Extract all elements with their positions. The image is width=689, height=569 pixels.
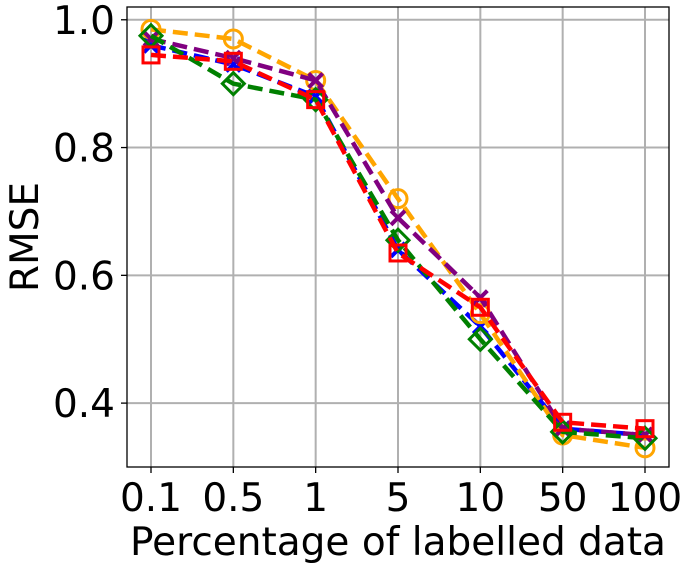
- data-point: [467, 326, 494, 353]
- x-tick-label: 1: [303, 476, 328, 521]
- series-line: [150, 27, 646, 451]
- y-tick-label: 1.0: [53, 0, 115, 44]
- series-4: [141, 45, 655, 439]
- data-point: [141, 45, 161, 65]
- y-tick-label: 0.8: [53, 127, 115, 172]
- data-point: [635, 419, 655, 439]
- data-point: [384, 227, 412, 254]
- y-tick-label: 0.4: [53, 382, 115, 427]
- x-tick-label: 0.5: [202, 476, 264, 521]
- data-point: [553, 412, 573, 432]
- series-layer: [137, 18, 659, 459]
- data-point: [220, 70, 247, 97]
- x-tick-label: 0.1: [120, 476, 182, 521]
- x-tick-label: 10: [456, 476, 506, 521]
- tick-labels: 0.1 0.5 1 5 10 50 100 0.4 0.6 0.8 1.0: [53, 0, 682, 521]
- x-tick-label: 5: [386, 476, 411, 521]
- data-point: [471, 289, 489, 307]
- data-point: [223, 51, 243, 71]
- x-tick-label: 100: [608, 476, 682, 521]
- x-axis-label: Percentage of labelled data: [130, 520, 666, 565]
- data-point: [470, 297, 490, 317]
- data-point: [389, 209, 407, 227]
- data-point: [307, 72, 325, 89]
- data-point: [222, 28, 244, 50]
- data-point: [634, 437, 656, 459]
- y-tick-label: 0.6: [53, 254, 115, 299]
- series-line: [149, 33, 646, 441]
- y-axis-label: RMSE: [3, 182, 48, 292]
- x-tick-label: 50: [538, 476, 588, 521]
- data-point: [306, 90, 326, 110]
- data-point: [388, 243, 408, 263]
